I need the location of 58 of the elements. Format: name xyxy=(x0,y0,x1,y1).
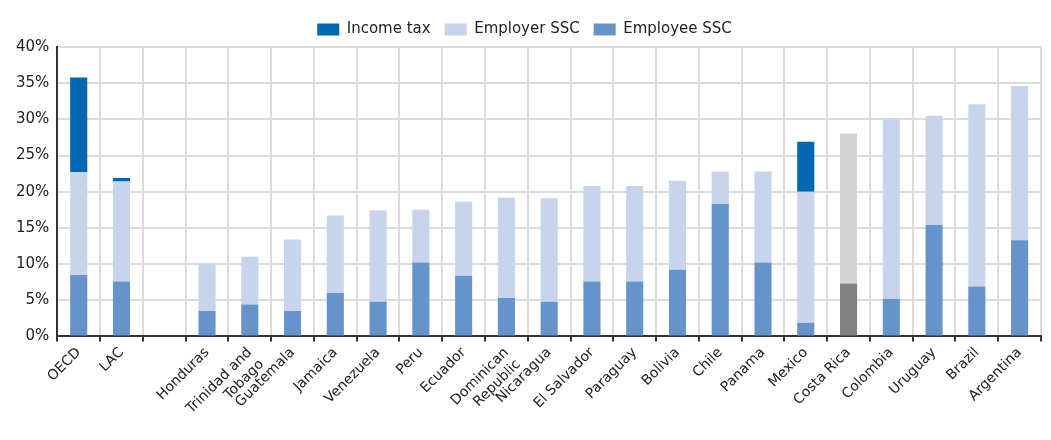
bar xyxy=(668,180,687,270)
bar xyxy=(412,209,430,263)
bar xyxy=(326,215,344,293)
bar xyxy=(668,269,687,336)
bar xyxy=(241,256,259,305)
bar xyxy=(369,210,387,302)
bar xyxy=(412,262,430,336)
bar xyxy=(925,115,943,225)
legend-label: Employee SSC xyxy=(623,19,732,38)
bar xyxy=(797,322,815,336)
bar xyxy=(968,286,986,336)
bar xyxy=(241,304,259,336)
y-tick-label: 5% xyxy=(25,290,50,309)
bar xyxy=(198,263,216,312)
y-tick-label: 30% xyxy=(16,109,50,128)
bar xyxy=(711,204,729,336)
bar xyxy=(70,274,88,336)
bar xyxy=(626,281,644,336)
bar xyxy=(797,141,815,192)
y-tick-label: 35% xyxy=(16,73,50,92)
y-tick-label: 10% xyxy=(16,253,50,272)
bar xyxy=(112,177,131,182)
bar xyxy=(284,239,302,312)
bar xyxy=(198,311,216,336)
bar xyxy=(968,104,986,287)
bar xyxy=(754,262,772,336)
bar xyxy=(497,197,515,299)
bar xyxy=(70,77,88,173)
bar xyxy=(839,283,858,336)
bar xyxy=(1011,240,1029,336)
bar xyxy=(284,311,302,336)
bar xyxy=(540,301,558,336)
bar xyxy=(369,301,387,336)
bar xyxy=(1011,86,1029,241)
bar xyxy=(540,198,558,302)
bar xyxy=(925,224,943,336)
bar xyxy=(70,172,88,275)
bar xyxy=(112,181,131,282)
bar xyxy=(497,298,515,336)
bar xyxy=(112,281,131,336)
bar xyxy=(626,185,644,282)
bar xyxy=(882,118,900,299)
bar xyxy=(326,292,344,336)
bar xyxy=(797,191,815,323)
bar xyxy=(711,171,729,204)
bar xyxy=(583,281,601,336)
bar xyxy=(455,201,473,276)
bar xyxy=(882,298,900,336)
legend-label: Employer SSC xyxy=(474,19,580,38)
y-tick-label: 20% xyxy=(16,181,50,200)
legend-label: Income tax xyxy=(346,19,431,38)
y-tick-label: 15% xyxy=(16,217,50,236)
y-tick-label: 25% xyxy=(16,145,50,164)
bar xyxy=(754,171,772,263)
bar xyxy=(583,185,601,282)
y-tick-label: 40% xyxy=(16,36,50,55)
y-tick-label: 0% xyxy=(25,326,50,345)
bar xyxy=(455,275,473,336)
